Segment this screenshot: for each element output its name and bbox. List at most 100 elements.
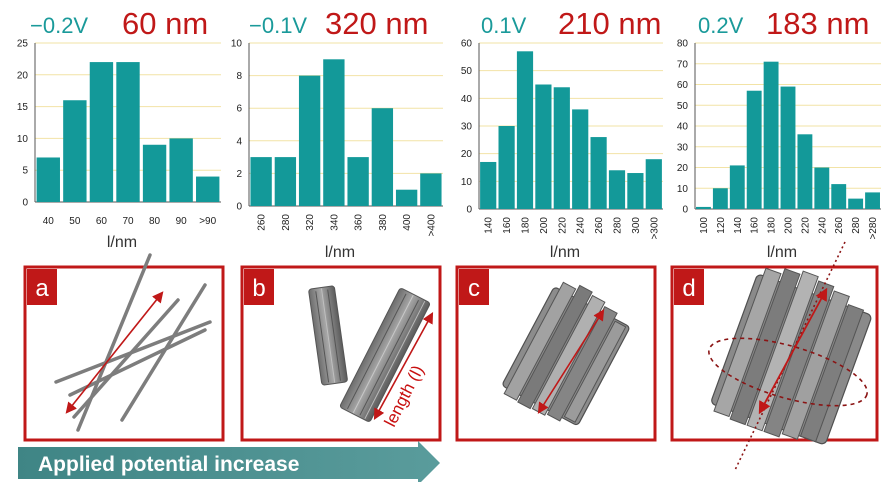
histogram-1: 0 5 10 15 20 25 40 50 60 70 80 90 >90 l/nm −0.2V 60 nm xyxy=(17,6,221,251)
panel-d-label-box xyxy=(674,269,704,305)
right-arrow-icon xyxy=(18,441,440,482)
bar xyxy=(535,84,552,209)
panel-b-letter: b xyxy=(252,275,265,302)
histogram-2: 0 2 4 6 8 10 260 280 320 340 360 380 400 >400 l/nm −0.1… xyxy=(231,6,443,261)
bar xyxy=(814,167,830,209)
panel-a-letter: a xyxy=(35,275,49,302)
x-tick-label: 90 xyxy=(176,216,188,227)
bar xyxy=(608,170,626,209)
y-tick-label: 60 xyxy=(461,39,473,50)
y-tick-label: 10 xyxy=(461,177,473,188)
y-tick-label: 40 xyxy=(677,122,689,133)
y-tick-label: 10 xyxy=(17,134,29,145)
y-tick-label: 4 xyxy=(236,136,242,147)
bar xyxy=(323,59,345,206)
length-double-arrow-icon xyxy=(758,287,828,415)
bar xyxy=(196,176,220,202)
y-tick-label: 40 xyxy=(461,94,473,105)
x-tick-label: 200 xyxy=(784,217,795,234)
voltage-label: 0.2V xyxy=(698,13,744,38)
x-tick-label: 320 xyxy=(305,214,316,231)
y-tick-label: 60 xyxy=(677,80,689,91)
bar xyxy=(250,157,272,206)
x-tick-label: 60 xyxy=(96,216,108,227)
y-tick-label: 10 xyxy=(231,39,243,50)
panel-c-frame xyxy=(455,265,657,442)
bar xyxy=(729,165,745,209)
bar xyxy=(763,61,779,209)
bar xyxy=(553,87,570,209)
bar xyxy=(780,86,796,209)
bar xyxy=(797,134,813,209)
panel-b: b length (l) xyxy=(240,265,442,442)
bar xyxy=(395,189,418,206)
x-axis-label: l/nm xyxy=(325,244,355,261)
x-tick-label: 220 xyxy=(557,217,568,234)
x-tick-label: >400 xyxy=(426,214,437,237)
y-tick-label: 6 xyxy=(236,104,242,115)
x-tick-label: 140 xyxy=(484,217,495,234)
bar xyxy=(746,90,762,209)
x-axis-label: l/nm xyxy=(767,244,797,261)
x-tick-label: 180 xyxy=(521,217,532,234)
x-tick-label: 280 xyxy=(613,217,624,234)
bar xyxy=(298,75,321,206)
y-tick-label: 20 xyxy=(677,163,689,174)
bar xyxy=(572,109,589,209)
panel-d: d xyxy=(670,241,879,471)
panel-a-label-box xyxy=(27,269,57,305)
bar xyxy=(848,198,864,209)
y-tick-label: 25 xyxy=(17,39,29,50)
applied-potential-arrow: Applied potential increase xyxy=(18,441,440,482)
panel-d-letter: d xyxy=(682,275,695,302)
panel-d-frame xyxy=(670,265,879,442)
y-tick-label: 80 xyxy=(677,39,689,50)
large-nanorod-cluster xyxy=(711,267,872,445)
mean-length-label: 210 nm xyxy=(558,6,661,41)
bar xyxy=(36,157,60,202)
y-tick-label: 30 xyxy=(677,142,689,153)
dispersed-nanorods xyxy=(54,253,212,432)
bar xyxy=(865,192,880,209)
nanorod-cluster xyxy=(502,281,630,426)
bar xyxy=(831,184,847,209)
x-tick-label: 40 xyxy=(43,216,55,227)
histogram-3: 0 10 20 30 40 50 60 140 160 180 200 220 240 260 280 300… xyxy=(461,6,663,261)
x-tick-label: 280 xyxy=(281,214,292,231)
x-tick-label: 180 xyxy=(767,217,778,234)
x-tick-label: 360 xyxy=(354,214,365,231)
bar xyxy=(347,157,369,206)
x-tick-label: 120 xyxy=(716,217,727,234)
bar xyxy=(274,157,297,206)
y-tick-label: 70 xyxy=(677,59,689,70)
x-tick-label: 240 xyxy=(817,217,828,234)
voltage-label: −0.2V xyxy=(30,13,88,38)
x-tick-label: 300 xyxy=(631,217,642,234)
bar xyxy=(420,173,442,206)
voltage-label: −0.1V xyxy=(249,13,307,38)
y-tick-label: 0 xyxy=(22,198,28,209)
x-tick-label: 140 xyxy=(733,217,744,234)
bar xyxy=(498,126,515,209)
y-tick-label: 10 xyxy=(677,184,689,195)
y-tick-label: 5 xyxy=(22,166,28,177)
panel-c-label-box xyxy=(459,269,489,305)
panel-a: a xyxy=(23,253,225,442)
mean-length-label: 183 nm xyxy=(766,6,869,41)
applied-potential-label: Applied potential increase xyxy=(38,453,299,476)
x-tick-label: >280 xyxy=(868,217,879,240)
y-tick-label: 50 xyxy=(461,66,473,77)
x-tick-label: 160 xyxy=(502,217,513,234)
x-tick-label: 260 xyxy=(257,214,268,231)
x-tick-label: 80 xyxy=(149,216,161,227)
x-tick-label: 400 xyxy=(402,214,413,231)
y-tick-label: 0 xyxy=(682,205,688,216)
bar xyxy=(371,108,394,206)
mean-length-label: 60 nm xyxy=(122,6,208,41)
large-bundle xyxy=(339,288,431,422)
x-tick-label: 380 xyxy=(378,214,389,231)
panel-c: c xyxy=(455,265,657,442)
bar xyxy=(516,51,534,209)
